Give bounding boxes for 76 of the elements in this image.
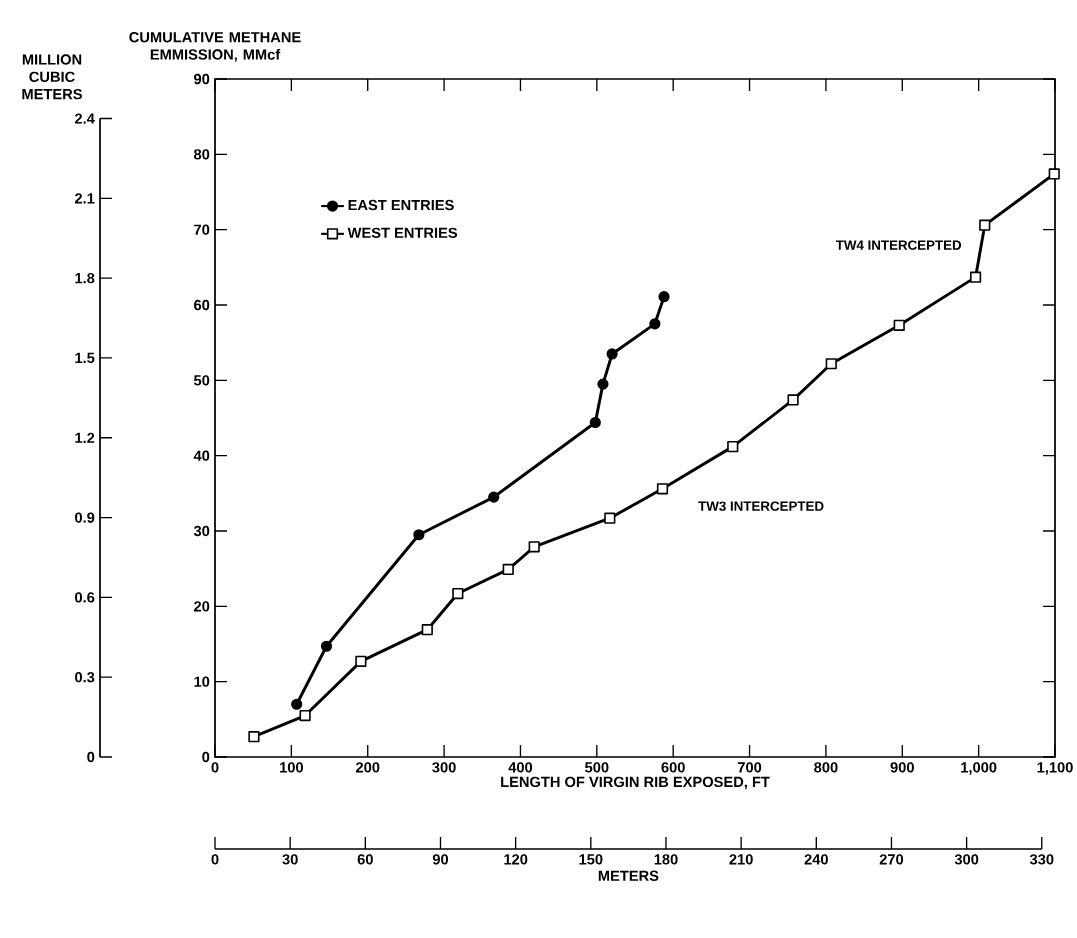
x-tick-label: 1,000 bbox=[961, 762, 997, 775]
y-tick-label: 90 bbox=[194, 73, 210, 85]
y-tick-label: 0 bbox=[202, 751, 210, 763]
point bbox=[606, 348, 618, 360]
annotation: TW3 INTERCEPTED bbox=[698, 501, 824, 511]
point bbox=[291, 698, 303, 710]
point bbox=[502, 563, 514, 576]
legend-label: WEST ENTRIES bbox=[347, 227, 458, 239]
x-tick-label: 0 bbox=[211, 762, 219, 773]
point bbox=[355, 655, 367, 667]
y2-tick-label: 1.8 bbox=[75, 272, 95, 284]
x2-axis-title: METERS bbox=[598, 870, 659, 881]
x-tick-label: 1,100 bbox=[1037, 762, 1073, 775]
annotation: TW4 INTERCEPTED bbox=[835, 240, 962, 250]
point bbox=[421, 624, 433, 636]
y2-tick-label: 0 bbox=[87, 751, 95, 763]
x-tick-label: 100 bbox=[280, 762, 303, 773]
point bbox=[320, 640, 333, 652]
point bbox=[589, 416, 601, 429]
point bbox=[893, 319, 905, 331]
point bbox=[604, 512, 616, 524]
x2-tick-label: 0 bbox=[211, 854, 219, 865]
y2-tick-label: 1.5 bbox=[75, 352, 95, 364]
legend-label: EAST ENTRIES bbox=[348, 199, 454, 211]
point bbox=[656, 483, 669, 495]
point bbox=[488, 491, 500, 503]
x-tick-label: 200 bbox=[356, 762, 380, 773]
y-tick-label: 70 bbox=[194, 224, 210, 235]
x-tick-label: 900 bbox=[890, 762, 914, 773]
point bbox=[658, 291, 670, 303]
point bbox=[649, 318, 661, 330]
x-tick-label: 600 bbox=[661, 762, 685, 773]
y-tick-label: 80 bbox=[193, 149, 210, 160]
point bbox=[597, 378, 609, 390]
x2-tick-label: 30 bbox=[282, 854, 298, 865]
point bbox=[970, 271, 982, 283]
x2-tick-label: 300 bbox=[954, 854, 979, 865]
x-tick-label: 800 bbox=[814, 762, 838, 773]
x-tick-label: 700 bbox=[737, 762, 762, 773]
x2-tick-label: 240 bbox=[804, 854, 828, 865]
y2-tick-label: 0.9 bbox=[75, 512, 95, 523]
point bbox=[528, 541, 540, 553]
y-tick-label: 10 bbox=[194, 676, 210, 687]
x-tick-label: 400 bbox=[508, 762, 533, 773]
point bbox=[248, 731, 260, 743]
y-axis-title: CUMULATIVE METHANE EMMISSION, MMcf bbox=[129, 32, 301, 62]
y2-tick-label: 0.3 bbox=[75, 672, 95, 683]
point bbox=[787, 394, 799, 406]
point bbox=[452, 587, 464, 600]
x2-tick-label: 150 bbox=[579, 854, 603, 865]
y-tick-label: 30 bbox=[193, 525, 210, 537]
x2-tick-label: 120 bbox=[504, 854, 528, 865]
x2-tick-label: 210 bbox=[729, 854, 753, 865]
y2-tick-label: 2.4 bbox=[74, 113, 95, 124]
point bbox=[1048, 168, 1060, 180]
point bbox=[413, 529, 425, 541]
x2-tick-label: 270 bbox=[879, 854, 904, 865]
x2-tick-label: 330 bbox=[1029, 854, 1054, 865]
y2-axis-title: MILLION CUBIC METERS bbox=[22, 54, 82, 100]
x2-tick-label: 60 bbox=[357, 854, 373, 865]
point bbox=[979, 219, 991, 231]
x2-tick-label: 90 bbox=[432, 854, 449, 865]
y-tick-label: 40 bbox=[193, 450, 210, 461]
y2-tick-label: 2.1 bbox=[74, 193, 95, 204]
point bbox=[727, 441, 739, 453]
y2-tick-label: 0.6 bbox=[75, 592, 95, 603]
x-axis-title: LENGTH OF VIRGIN RIB EXPOSED, FT bbox=[501, 776, 770, 790]
y2-tick-label: 1.2 bbox=[75, 432, 95, 443]
point bbox=[299, 709, 311, 722]
y-tick-label: 50 bbox=[193, 375, 210, 386]
y-tick-label: 20 bbox=[194, 601, 210, 612]
y-tick-label: 60 bbox=[194, 299, 210, 311]
x-tick-label: 300 bbox=[432, 762, 456, 773]
point bbox=[825, 358, 837, 370]
x2-tick-label: 180 bbox=[654, 854, 678, 865]
x-tick-label: 500 bbox=[585, 762, 609, 773]
